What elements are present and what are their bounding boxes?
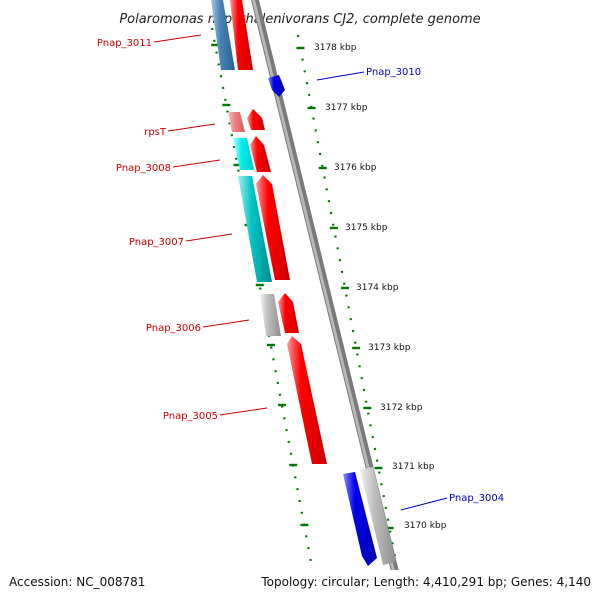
cog-feature-pnap-3007 <box>238 176 272 282</box>
genome-summary-label: Topology: circular; Length: 4,410,291 bp… <box>260 575 591 589</box>
gene-label-pnap-3008[interactable]: Pnap_3008 <box>116 163 171 174</box>
cog-features <box>211 0 281 336</box>
cds-pnap-3007 <box>256 175 290 280</box>
leader-pnap-3011 <box>153 34 202 43</box>
gene-label-pnap-3007[interactable]: Pnap_3007 <box>129 237 184 248</box>
leader-pnap-3010 <box>316 71 365 81</box>
gene-labels: Pnap_3011 Pnap_3010 rpsT Pnap_3008 Pnap_… <box>97 38 504 504</box>
cds-pnap-3005 <box>287 336 327 464</box>
leader-pnap-3005 <box>219 407 268 416</box>
cds-rpst <box>247 109 265 130</box>
map-title: Polaromonas naphthalenivorans CJ2, compl… <box>119 12 480 27</box>
tick-label-3173: 3173 kbp <box>368 343 411 353</box>
gene-label-pnap-3006[interactable]: Pnap_3006 <box>146 323 201 334</box>
accession-label: Accession: NC_008781 <box>9 575 145 589</box>
tick-label-3174: 3174 kbp <box>356 283 399 293</box>
leader-pnap-3008 <box>172 159 221 168</box>
scale-inner-dotted-line <box>210 27 320 600</box>
tick-label-3170: 3170 kbp <box>404 521 447 531</box>
reverse-strand-cds <box>268 75 390 600</box>
gene-label-pnap-3011[interactable]: Pnap_3011 <box>97 38 152 49</box>
footer-background <box>0 570 600 600</box>
leader-pnap-3006 <box>202 319 250 328</box>
cog-feature-rpst <box>228 112 245 132</box>
tick-label-3178: 3178 kbp <box>314 43 357 53</box>
genome-backbone <box>251 0 406 600</box>
tick-label-3171: 3171 kbp <box>392 462 435 472</box>
cog-feature-pnap-3004 <box>360 467 396 565</box>
cds-pnap-3011 <box>230 0 253 70</box>
cog-feature-pnap-3006 <box>260 294 281 336</box>
tick-label-3172: 3172 kbp <box>380 403 423 413</box>
tick-label-3177: 3177 kbp <box>325 103 368 113</box>
scale-tick-labels: 3178 kbp 3177 kbp 3176 kbp 3175 kbp 3174… <box>314 43 447 531</box>
gene-label-rpst[interactable]: rpsT <box>144 127 167 138</box>
gene-label-pnap-3005[interactable]: Pnap_3005 <box>163 411 218 422</box>
gene-label-pnap-3004[interactable]: Pnap_3004 <box>449 493 504 504</box>
tick-label-3176: 3176 kbp <box>334 163 377 173</box>
scale-outer-dotted-line <box>296 34 405 600</box>
gene-label-leaders <box>153 34 448 511</box>
cog-feature-pnap-3011 <box>211 0 235 70</box>
cds-pnap-3008 <box>250 136 271 172</box>
leader-rpst <box>167 123 216 132</box>
leader-pnap-3004 <box>400 497 448 511</box>
cog-feature-pnap-3008 <box>233 138 254 170</box>
cds-pnap-3004 <box>343 472 377 566</box>
gene-label-pnap-3010[interactable]: Pnap_3010 <box>366 67 421 78</box>
tick-label-3175: 3175 kbp <box>345 223 388 233</box>
forward-strand-cds <box>230 0 327 464</box>
leader-pnap-3007 <box>185 233 233 242</box>
cds-pnap-3006 <box>278 293 299 333</box>
cds-pnap-3010 <box>268 75 285 97</box>
